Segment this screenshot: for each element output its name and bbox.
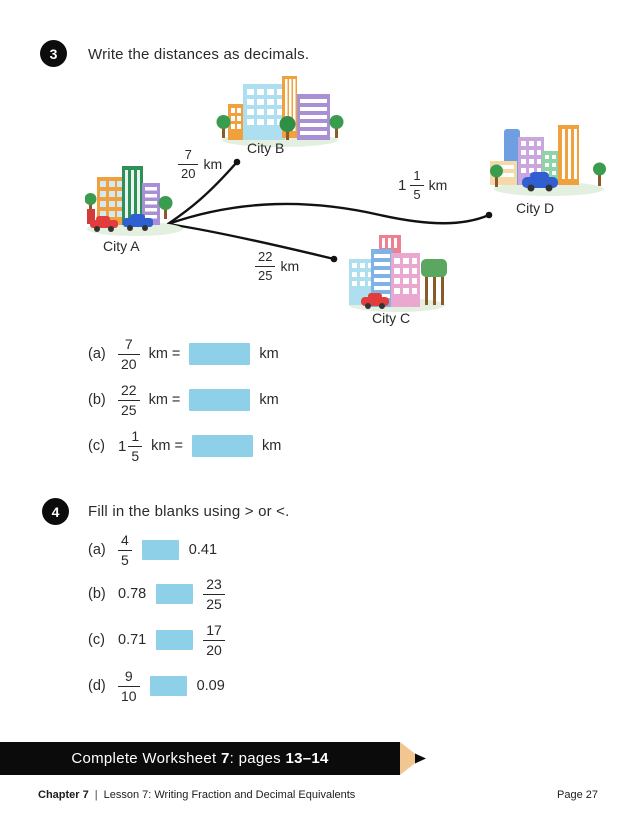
comparison-box-q4b[interactable] [156, 584, 194, 604]
fraction-9-10: 9 10 [118, 669, 140, 703]
answer-box-q3c[interactable] [191, 435, 253, 457]
tree [593, 162, 606, 186]
city-c-label: City C [372, 310, 411, 326]
footer-divider: | [94, 789, 98, 801]
q4-part-b-row: (b) 0.78 23 25 [88, 577, 225, 611]
decimal-value: 0.71 [118, 632, 147, 648]
fraction-1-5: 1 5 [128, 429, 143, 463]
footer-page-number: Page 27 [557, 789, 598, 801]
comparison-box-q4d[interactable] [149, 676, 187, 696]
distance-map-curves [166, 158, 493, 263]
route-a-to-b [166, 160, 239, 226]
part-label: (a) [88, 542, 106, 558]
fraction-22-25: 22 25 [255, 250, 276, 282]
tree [490, 164, 503, 187]
unit-label: km [280, 258, 300, 274]
equals-label: km = [148, 346, 181, 362]
fraction-17-20: 17 20 [203, 623, 225, 657]
footer-lesson: Lesson 7: Writing Fraction and Decimal E… [103, 789, 356, 801]
fraction-7-20: 7 20 [118, 337, 140, 371]
part-label: (c) [88, 438, 105, 454]
comparison-box-q4c[interactable] [156, 630, 194, 650]
question-4-prompt: Fill in the blanks using > or <. [88, 503, 290, 520]
fraction-23-25: 23 25 [203, 577, 225, 611]
q3-part-b-row: (b) 22 25 km = km [88, 383, 279, 417]
city-d-illustration [490, 125, 606, 196]
q4-part-d-row: (d) 9 10 0.09 [88, 669, 225, 703]
distance-label-a-to-b: 7 20 km [178, 148, 222, 180]
question-3-number-badge: 3 [40, 40, 67, 67]
endpoint-dot-city-d [485, 211, 493, 219]
city-c-illustration [349, 235, 447, 312]
part-label: (d) [88, 678, 106, 694]
part-label: (a) [88, 346, 106, 362]
question-4-number-badge: 4 [42, 498, 69, 525]
answer-box-q3b[interactable] [189, 389, 251, 411]
worksheet-banner: Complete Worksheet 7: pages 13–14 [0, 742, 400, 775]
q4-part-c-row: (c) 0.71 17 20 [88, 623, 225, 657]
pencil-tip-icon [400, 742, 426, 775]
fraction-7-20: 7 20 [178, 148, 199, 180]
tree [279, 116, 296, 140]
city-a-illustration [85, 166, 183, 236]
car-blue [522, 172, 558, 192]
trees [421, 259, 447, 305]
endpoint-dot-city-b [233, 158, 241, 166]
q4-part-a-row: (a) 4 5 0.41 [88, 533, 217, 567]
route-a-to-c [166, 222, 336, 261]
unit-label: km [259, 392, 279, 408]
unit-label: km [428, 177, 448, 193]
city-b-illustration [216, 76, 344, 147]
fraction-4-5: 4 5 [118, 533, 132, 567]
footer-chapter: Chapter 7 [38, 789, 89, 801]
tree [329, 115, 344, 138]
tree [216, 115, 231, 138]
q3-part-c-row: (c) 1 1 5 km = km [88, 429, 281, 463]
city-d-label: City D [516, 200, 555, 216]
distance-label-a-to-d: 1 1 5 km [398, 169, 447, 201]
equals-label: km = [148, 392, 181, 408]
banner-text: Complete Worksheet 7: pages 13–14 [71, 750, 329, 767]
part-label: (b) [88, 586, 106, 602]
question-3-prompt: Write the distances as decimals. [88, 46, 310, 63]
decimal-value: 0.09 [196, 678, 225, 694]
car-blue [123, 214, 153, 231]
comparison-box-q4a[interactable] [141, 540, 179, 560]
equals-label: km = [151, 438, 183, 454]
part-label: (c) [88, 632, 105, 648]
mixed-number-whole: 1 [398, 176, 407, 194]
city-b-label: City B [247, 140, 285, 156]
distance-label-a-to-c: 22 25 km [255, 250, 299, 282]
car-red [361, 293, 389, 309]
part-label: (b) [88, 392, 106, 408]
decimal-value: 0.41 [188, 542, 218, 558]
tree [158, 196, 173, 219]
fraction-1-5: 1 5 [410, 169, 424, 201]
answer-box-q3a[interactable] [189, 343, 251, 365]
mixed-number-whole: 1 [118, 437, 127, 455]
unit-label: km [261, 438, 282, 454]
decimal-value: 0.78 [118, 586, 147, 602]
fraction-22-25: 22 25 [118, 383, 140, 417]
page-footer: Chapter 7 | Lesson 7: Writing Fraction a… [38, 789, 598, 801]
unit-label: km [259, 346, 279, 362]
route-a-to-d [166, 202, 491, 226]
endpoint-dot-city-c [330, 255, 338, 263]
city-a-label: City A [103, 238, 140, 254]
unit-label: km [203, 156, 223, 172]
car-red [90, 216, 118, 232]
q3-part-a-row: (a) 7 20 km = km [88, 337, 279, 371]
tree [85, 193, 97, 213]
